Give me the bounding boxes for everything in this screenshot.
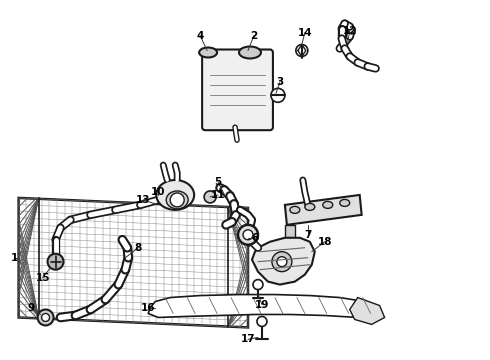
Polygon shape bbox=[285, 225, 295, 245]
Text: 13: 13 bbox=[136, 195, 150, 205]
Text: 4: 4 bbox=[196, 31, 204, 41]
Circle shape bbox=[243, 230, 253, 240]
Text: 12: 12 bbox=[343, 26, 357, 36]
Ellipse shape bbox=[290, 206, 300, 213]
Text: 15: 15 bbox=[35, 273, 50, 283]
Text: 18: 18 bbox=[318, 237, 332, 247]
Circle shape bbox=[238, 225, 258, 245]
Text: 10: 10 bbox=[151, 187, 166, 197]
Ellipse shape bbox=[166, 191, 188, 209]
Polygon shape bbox=[350, 298, 385, 324]
Text: 16: 16 bbox=[141, 302, 155, 312]
Ellipse shape bbox=[323, 201, 333, 208]
Circle shape bbox=[277, 257, 287, 267]
Circle shape bbox=[272, 252, 292, 272]
Ellipse shape bbox=[199, 48, 217, 58]
Ellipse shape bbox=[156, 180, 194, 210]
Circle shape bbox=[257, 316, 267, 327]
Circle shape bbox=[296, 45, 308, 57]
Text: 9: 9 bbox=[27, 302, 34, 312]
Ellipse shape bbox=[305, 203, 315, 210]
Text: 19: 19 bbox=[255, 300, 269, 310]
Text: 17: 17 bbox=[241, 334, 255, 345]
Text: 8: 8 bbox=[135, 243, 142, 253]
Text: 2: 2 bbox=[250, 31, 258, 41]
Polygon shape bbox=[252, 238, 315, 285]
Text: 11: 11 bbox=[211, 190, 225, 200]
Text: 5: 5 bbox=[215, 177, 221, 187]
Polygon shape bbox=[285, 195, 362, 225]
Circle shape bbox=[204, 191, 216, 203]
Circle shape bbox=[253, 280, 263, 289]
Text: 6: 6 bbox=[251, 233, 259, 243]
Text: 1: 1 bbox=[11, 253, 18, 263]
Text: 7: 7 bbox=[304, 230, 312, 240]
Circle shape bbox=[271, 88, 285, 102]
Polygon shape bbox=[148, 294, 380, 318]
Polygon shape bbox=[19, 198, 248, 328]
Ellipse shape bbox=[239, 46, 261, 58]
Circle shape bbox=[170, 193, 184, 207]
Circle shape bbox=[48, 254, 64, 270]
Circle shape bbox=[38, 310, 53, 325]
Text: 3: 3 bbox=[276, 77, 284, 87]
FancyBboxPatch shape bbox=[202, 50, 273, 130]
Circle shape bbox=[42, 314, 49, 321]
Ellipse shape bbox=[340, 199, 350, 206]
Text: 14: 14 bbox=[297, 28, 312, 37]
